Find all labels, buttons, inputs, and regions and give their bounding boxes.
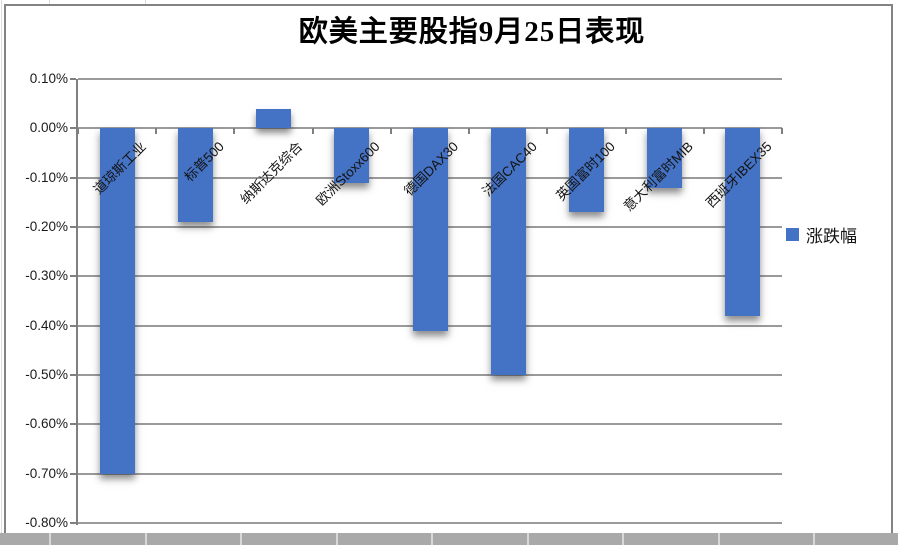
bar-8 (725, 128, 761, 316)
y-gridline (78, 78, 782, 80)
legend: 涨跌幅 (786, 222, 857, 247)
y-tick (70, 226, 76, 228)
y-tick-label: -0.20% (25, 219, 68, 234)
bar-2 (256, 108, 292, 129)
y-tick (70, 374, 76, 376)
y-tick (70, 127, 76, 130)
y-tick-label: -0.80% (25, 515, 68, 530)
y-tick-label: -0.30% (25, 268, 68, 284)
category-axis-tick (389, 128, 392, 135)
bar-0 (99, 128, 135, 474)
y-tick-label: -0.50% (25, 367, 68, 382)
plot-area: 0.10% 0.00% -0.10% -0.20% -0.30% -0.40% -0.50%… (25, 71, 783, 530)
category-axis-tick (546, 128, 549, 135)
category-axis-tick (702, 128, 705, 135)
y-gridline (78, 374, 782, 376)
legend-label: 涨跌幅 (806, 227, 857, 246)
chart-title: 欧美主要股指9月25日表现 (298, 16, 646, 48)
band-tick (717, 533, 720, 545)
category-axis-tick (233, 128, 236, 135)
bottom-band (0, 533, 898, 545)
band-tick (49, 533, 51, 545)
bar-7 (647, 128, 683, 188)
category-label: 纳斯达克综合 (237, 139, 305, 208)
band-tick (431, 533, 433, 545)
y-tick (70, 472, 76, 475)
band-tick (526, 533, 529, 545)
sheet-gridline-top (49, 0, 50, 4)
y-tick (70, 78, 76, 80)
y-tick (70, 324, 76, 327)
sheet-gridline-top (145, 0, 146, 4)
y-axis-line (76, 79, 78, 525)
bar-5 (490, 128, 526, 375)
category-axis-tick (155, 128, 158, 135)
band-tick (144, 533, 147, 545)
bar-1 (177, 128, 213, 223)
category-axis-tick (781, 128, 783, 135)
y-tick-label: 0.10% (29, 71, 68, 86)
sheet-gridline-left (1, 0, 2, 545)
y-tick-label: -0.70% (25, 465, 68, 481)
y-tick-label: -0.10% (25, 169, 68, 185)
y-gridline (78, 472, 782, 475)
y-tick (70, 423, 76, 426)
category-axis-tick (77, 128, 79, 135)
y-gridline (78, 522, 782, 524)
y-tick-label: 0.00% (29, 120, 68, 136)
y-tick (70, 275, 76, 278)
y-tick-label: -0.40% (25, 317, 68, 333)
category-axis-tick (311, 128, 314, 135)
legend-swatch-icon (786, 228, 799, 241)
band-tick (240, 533, 242, 545)
band-tick (335, 533, 338, 545)
y-tick (70, 522, 76, 524)
band-tick (813, 533, 815, 545)
bar-6 (568, 128, 604, 213)
y-gridline (78, 423, 782, 426)
bar-3 (334, 128, 370, 183)
category-axis-tick (468, 128, 471, 135)
band-tick (622, 533, 624, 545)
category-axis-tick (624, 128, 627, 135)
y-tick-label: -0.60% (25, 416, 68, 432)
y-tick (70, 176, 76, 179)
bar-4 (412, 128, 448, 331)
